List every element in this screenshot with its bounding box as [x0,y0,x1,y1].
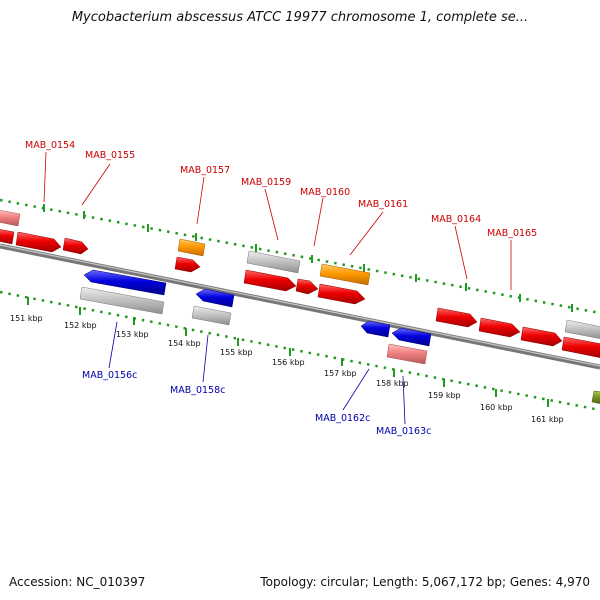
inner-track-ticks [27,297,549,407]
gene-label-mab-0163c: MAB_0163c [376,426,431,437]
pink-feature-box [386,343,428,365]
chromosome-backbone [0,243,600,370]
kbp-axis-labels: 151 kbp 152 kbp 153 kbp 154 kbp 155 kbp … [10,314,564,424]
kbp-label: 157 kbp [324,369,357,378]
kbp-label: 151 kbp [10,314,43,323]
forward-features[interactable] [0,210,600,358]
gene-arrow-forward [0,229,15,245]
kbp-label: 156 kbp [272,358,305,367]
gene-arrow-forward [435,307,478,328]
pink-feature-box [0,210,21,227]
gene-arrow-forward [317,283,366,305]
outer-track-ticks [43,204,573,312]
gene-label-mab-0159: MAB_0159 [241,177,291,188]
gene-label-mab-0164: MAB_0164 [431,214,481,225]
olive-feature-box [591,390,600,404]
gene-arrow-reverse [391,327,432,347]
gene-arrow-reverse [195,288,235,308]
gene-label-mab-0154: MAB_0154 [25,140,75,151]
kbp-label: 154 kbp [168,339,201,348]
gene-arrow-forward [478,317,521,338]
forward-gene-labels: MAB_0154 MAB_0155 MAB_0157 MAB_0159 MAB_… [25,140,537,290]
gray-feature-box [191,305,232,326]
gray-feature-box [79,286,165,315]
kbp-label: 159 kbp [428,391,461,400]
reverse-gene-labels: MAB_0156c MAB_0158c MAB_0162c MAB_0163c [82,321,431,437]
gene-arrow-forward [561,336,600,358]
gray-feature-box [246,250,301,274]
gene-label-mab-0157: MAB_0157 [180,165,230,176]
gene-arrow-reverse [83,269,167,296]
map-title: Mycobacterium abscessus ATCC 19977 chrom… [71,10,529,25]
gene-arrow-forward [174,256,201,273]
accession-text: Accession: NC_010397 [9,575,146,589]
gene-arrow-forward [520,326,563,347]
orange-feature-box [319,263,371,286]
kbp-label: 153 kbp [116,330,149,339]
gene-label-mab-0161: MAB_0161 [358,199,408,210]
gray-feature-box [564,319,600,339]
gene-arrow-forward [295,278,319,295]
gene-arrow-forward [62,237,89,255]
gene-arrow-forward [243,269,297,292]
gene-label-mab-0158c: MAB_0158c [170,385,225,396]
kbp-label: 158 kbp [376,379,409,388]
kbp-label: 155 kbp [220,348,253,357]
reverse-features[interactable] [79,269,600,404]
kbp-label: 161 kbp [531,415,564,424]
kbp-label: 160 kbp [480,403,513,412]
gene-arrow-reverse [360,320,391,338]
orange-feature-box [177,238,206,257]
kbp-label: 152 kbp [64,321,97,330]
gene-label-mab-0165: MAB_0165 [487,228,537,239]
gene-label-mab-0155: MAB_0155 [85,150,135,161]
gene-label-mab-0156c: MAB_0156c [82,370,137,381]
gene-label-mab-0160: MAB_0160 [300,187,350,198]
gene-arrow-forward [15,231,62,253]
gene-label-mab-0162c: MAB_0162c [315,413,370,424]
genome-summary-text: Topology: circular; Length: 5,067,172 bp… [260,575,590,589]
